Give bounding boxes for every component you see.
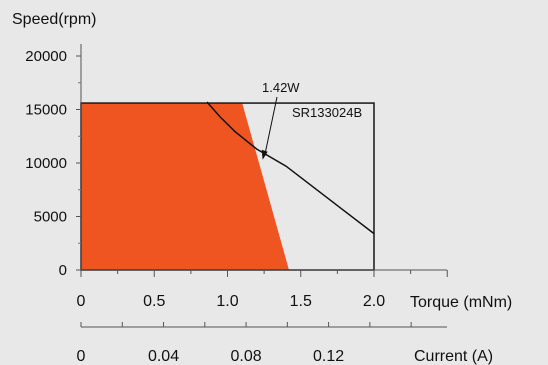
x-tick-label: 1.5 (290, 293, 312, 310)
x-tick-label: 0 (77, 293, 86, 310)
y-tick-label: 15000 (25, 102, 67, 119)
y-tick-label: 5000 (34, 209, 67, 226)
annotation-arrowhead (261, 149, 268, 160)
current-tick-label: 0.04 (148, 348, 179, 365)
x-tick-label: 0.5 (143, 293, 165, 310)
power-annotation: 1.42W (262, 80, 300, 95)
power-curve (206, 101, 375, 235)
current-tick-label: 0 (77, 348, 86, 365)
current-axis-label: Current (A) (414, 348, 493, 365)
operating-region (81, 103, 289, 270)
model-annotation: SR133024B (292, 105, 362, 120)
y-axis-label: Speed(rpm) (12, 11, 96, 28)
y-tick-label: 10000 (25, 155, 67, 172)
current-tick-label: 0.08 (231, 348, 262, 365)
annotation-arrow (264, 96, 278, 156)
current-tick-label: 0.12 (313, 348, 344, 365)
x-tick-label: 2.0 (363, 293, 385, 310)
x-tick-label: 1.0 (216, 293, 238, 310)
y-tick-label: 20000 (25, 48, 67, 65)
x-axis-label: Torque (mNm) (410, 294, 512, 311)
y-tick-label: 0 (59, 262, 67, 279)
